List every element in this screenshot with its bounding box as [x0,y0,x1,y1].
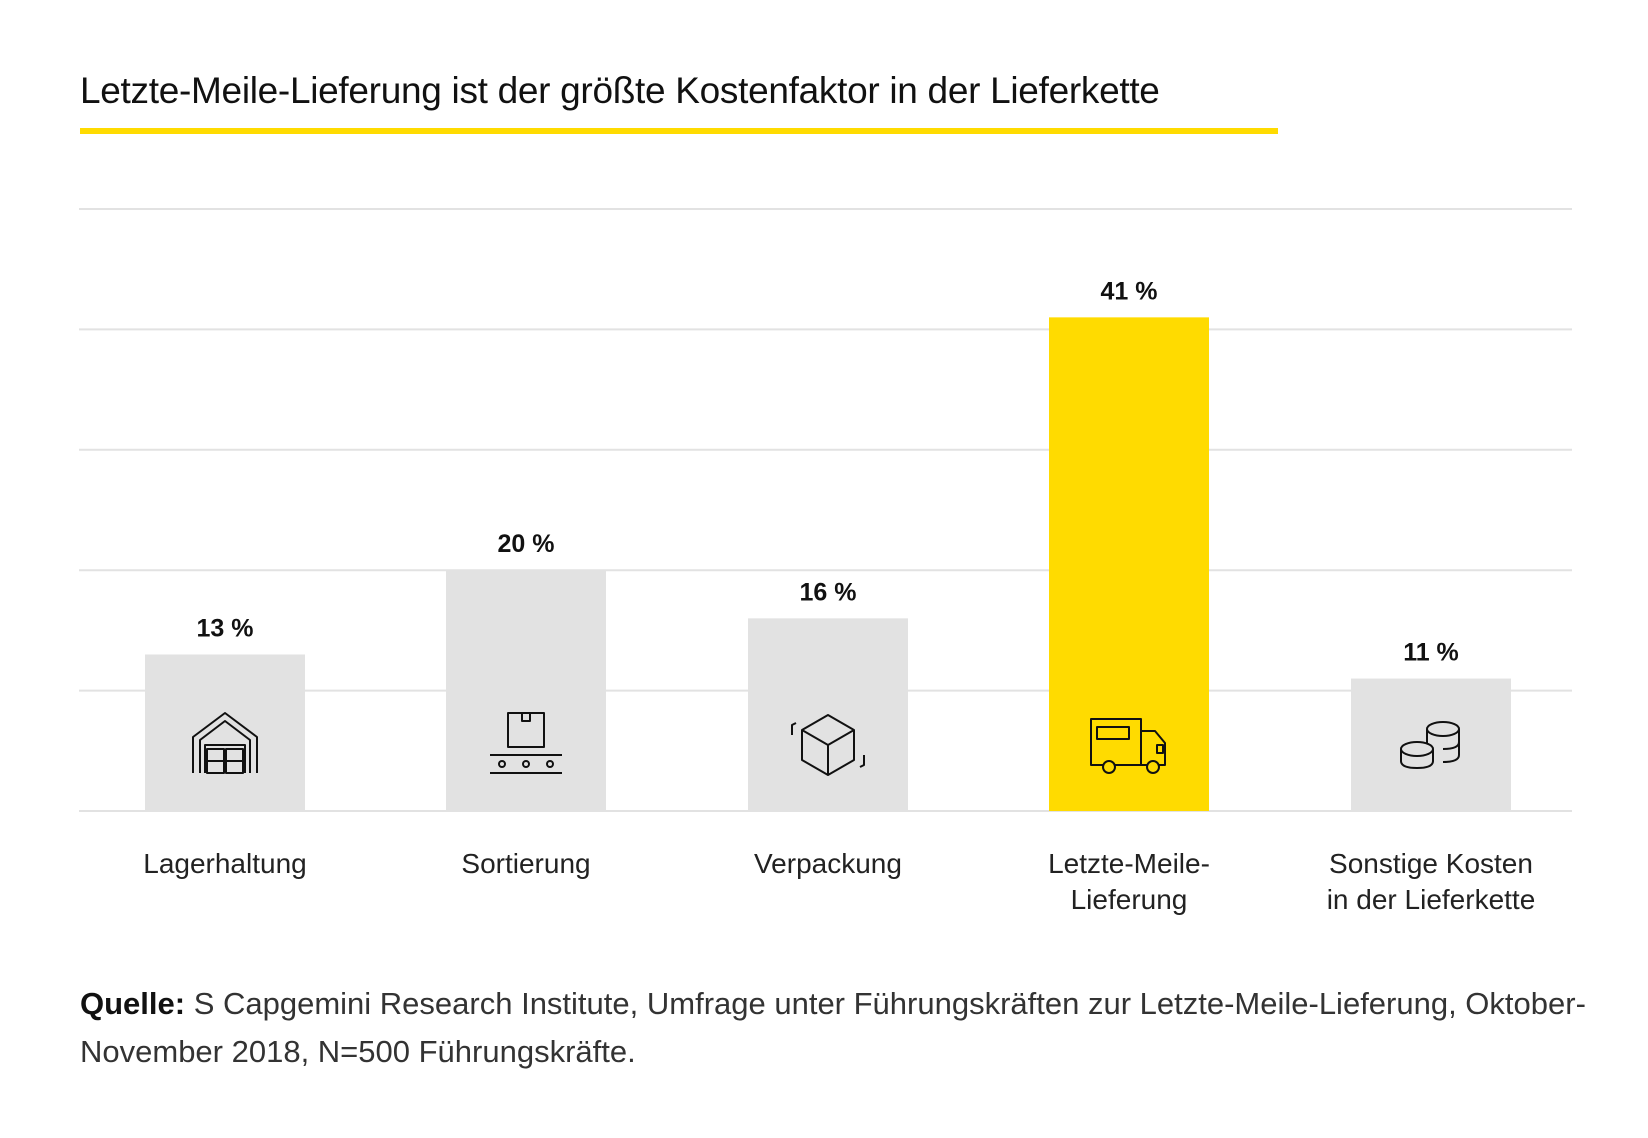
source-label: Quelle: [80,986,186,1021]
data-label: 20 % [498,530,555,558]
data-label: 11 % [1403,639,1459,667]
coins-icon [1400,721,1460,769]
category-label: Sonstige Kosten in der Lieferkette [1301,846,1561,918]
title-underline [80,128,1278,134]
category-label: Sortierung [396,846,656,882]
bar-2 [446,570,606,811]
package-cube-icon [791,714,865,776]
delivery-truck-icon [1090,718,1166,774]
data-label: 41 % [1101,277,1158,305]
category-label-line: Sonstige Kosten [1329,848,1533,879]
chart-title: Letzte-Meile-Lieferung ist der größte Ko… [80,70,1160,111]
bar-1 [145,654,305,811]
category-label: Lagerhaltung [95,846,355,882]
category-label-line: Lagerhaltung [143,848,307,879]
category-label: Verpackung [698,846,958,882]
data-label: 16 % [800,578,857,606]
category-label-line: Letzte-Meile- [1048,848,1210,879]
category-label-line: Lieferung [1070,884,1188,915]
data-label: 13 % [197,614,254,642]
bar-chart: 13 % 20 % 16 % 41 % 11 % [79,208,1572,812]
source-text: S Capgemini Research Institute, Umfrage … [80,986,1586,1069]
category-label-line: in der Lieferkette [1326,884,1536,915]
conveyor-box-icon [490,712,562,774]
warehouse-icon [192,712,258,774]
category-label-line: Sortierung [461,848,591,879]
source-note: Quelle: S Capgemini Research Institute, … [80,980,1600,1076]
category-label: Letzte-Meile- Lieferung [999,846,1259,918]
category-label-line: Verpackung [754,848,902,879]
